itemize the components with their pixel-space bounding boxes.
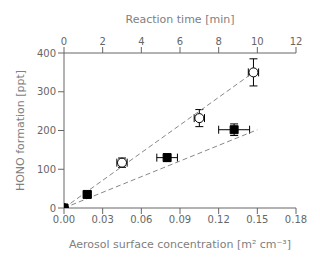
- svg-text:400: 400: [37, 48, 56, 59]
- svg-text:0.03: 0.03: [92, 214, 114, 225]
- svg-text:HONO formation [ppt]: HONO formation [ppt]: [14, 70, 27, 191]
- svg-text:0.18: 0.18: [285, 214, 307, 225]
- svg-text:Reaction time [min]: Reaction time [min]: [126, 13, 235, 26]
- svg-text:Aerosol surface concentration: Aerosol surface concentration [m² cm⁻³]: [69, 238, 291, 251]
- svg-text:0.12: 0.12: [208, 214, 230, 225]
- svg-text:2: 2: [99, 36, 105, 47]
- svg-text:0.00: 0.00: [53, 214, 75, 225]
- svg-text:0.15: 0.15: [246, 214, 268, 225]
- svg-text:8: 8: [215, 36, 221, 47]
- svg-text:200: 200: [37, 125, 56, 136]
- svg-text:6: 6: [177, 36, 183, 47]
- svg-text:10: 10: [251, 36, 264, 47]
- svg-text:0.06: 0.06: [130, 214, 152, 225]
- svg-text:0: 0: [50, 203, 56, 214]
- svg-text:300: 300: [37, 86, 56, 97]
- svg-text:100: 100: [37, 164, 56, 175]
- svg-text:12: 12: [290, 36, 303, 47]
- svg-text:4: 4: [138, 36, 144, 47]
- svg-text:0.09: 0.09: [169, 214, 191, 225]
- svg-text:0: 0: [61, 36, 67, 47]
